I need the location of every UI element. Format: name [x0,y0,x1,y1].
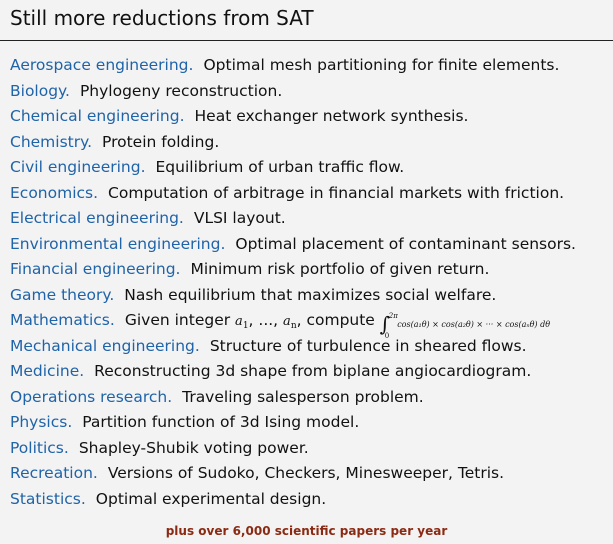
integral-formula: ∫ 2π 0 cos(a₁θ) × cos(a₂θ) × ··· × cos(aₙθ)… [380,312,551,340]
field-label: Electrical engineering. [10,209,184,227]
item-description: Equilibrium of urban traffic flow. [155,158,405,176]
field-label: Aerospace engineering. [10,56,194,74]
item-description: Heat exchanger network synthesis. [194,107,469,125]
field-label: Chemical engineering. [10,107,185,125]
item-description: Structure of turbulence in sheared flows… [209,336,527,355]
field-label: Politics. [10,438,69,457]
list-item: Economics. Computation of arbitrage in fi… [10,181,613,207]
field-label: Mathematics. [10,311,115,329]
list-item: Chemistry. Protein folding. [10,130,613,156]
item-description: Minimum risk portfolio of given return. [190,260,490,278]
field-label: Chemistry. [10,132,93,151]
field-label: Recreation. [10,464,98,482]
field-label: Game theory. [10,285,115,304]
math-an: an [283,314,297,331]
math-compute: , compute [296,311,375,329]
list-item: Environmental engineering. Optimal placem… [10,232,613,258]
list-item: Civil engineering. Equilibrium of urban t… [10,155,613,181]
item-description: VLSI layout. [193,209,286,227]
list-item: Statistics. Optimal experimental design. [10,487,613,513]
list-item: Game theory. Nash equilibrium that maximi… [10,283,613,309]
item-description: Given integer [124,311,231,329]
field-label: Mechanical engineering. [10,336,200,355]
slide-title: Still more reductions from SAT [10,6,314,30]
list-item: Financial engineering. Minimum risk portf… [10,257,613,283]
list-item: Politics. Shapley-Shubik voting power. [10,436,613,462]
list-item: Operations research. Traveling salesperso… [10,385,613,411]
item-description: Nash equilibrium that maximizes social w… [124,285,497,304]
list-item: Recreation. Versions of Sudoko, Checkers,… [10,461,613,487]
title-rule [0,40,613,41]
list-item: Biology. Phylogeny reconstruction. [10,79,613,105]
integral-upper-bound: 2π [388,312,398,320]
list-item-mathematics: Mathematics. Given integer a1, ..., an, c… [10,308,613,340]
list-item: Physics. Partition function of 3d Ising m… [10,410,613,436]
list-item: Chemical engineering. Heat exchanger netw… [10,104,613,130]
item-description: Phylogeny reconstruction. [79,81,283,100]
list-item: Electrical engineering. VLSI layout. [10,206,613,232]
field-label: Physics. [10,413,73,431]
reductions-list: Aerospace engineering. Optimal mesh parti… [10,53,613,512]
item-description: Optimal experimental design. [95,489,327,508]
integral-lower-bound: 0 [384,332,390,340]
field-label: Operations research. [10,387,173,406]
field-label: Medicine. [10,362,85,380]
item-description: Versions of Sudoko, Checkers, Minesweepe… [107,464,505,482]
integrand: cos(a₁θ) × cos(a₂θ) × ··· × cos(aₙθ) dθ [397,320,551,329]
field-label: Economics. [10,183,99,202]
footer-note: plus over 6,000 scientific papers per ye… [165,524,448,538]
field-label: Financial engineering. [10,260,181,278]
field-label: Statistics. [10,489,86,508]
field-label: Biology. [10,81,70,100]
item-description: Optimal mesh partitioning for finite ele… [203,56,560,74]
item-description: Partition function of 3d Ising model. [82,413,360,431]
field-label: Civil engineering. [10,158,146,176]
list-item: Aerospace engineering. Optimal mesh parti… [10,53,613,79]
list-item: Medicine. Reconstructing 3d shape from bi… [10,359,613,385]
math-a1: a1 [235,314,249,331]
math-ellipsis: , ..., [248,311,284,329]
field-label: Environmental engineering. [10,234,226,253]
item-description: Protein folding. [102,132,220,151]
list-item: Mechanical engineering. Structure of turb… [10,334,613,360]
item-description: Shapley-Shubik voting power. [78,438,309,457]
item-description: Computation of arbitrage in financial ma… [108,183,565,202]
item-description: Traveling salesperson problem. [182,387,424,406]
item-description: Reconstructing 3d shape from biplane ang… [94,362,532,380]
item-description: Optimal placement of contaminant sensors… [235,234,576,253]
